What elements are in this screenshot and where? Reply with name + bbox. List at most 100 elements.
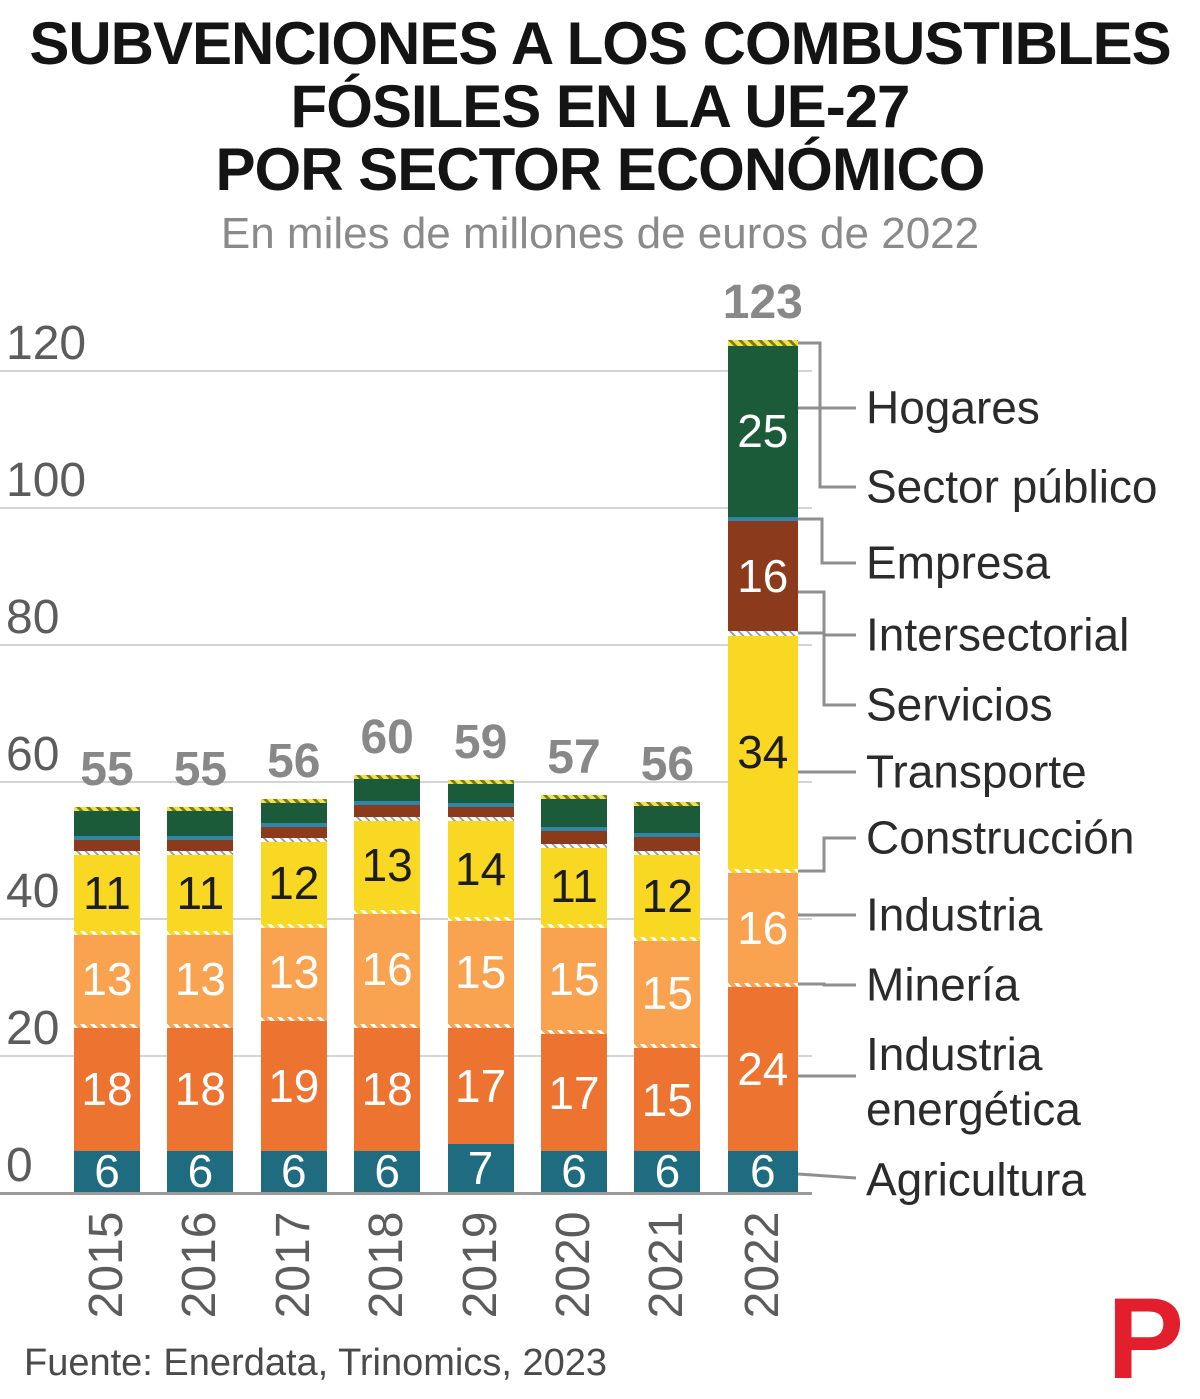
segment-value-label: 15 [641, 1073, 693, 1126]
legend-item-sector-publico: Sector público [866, 460, 1158, 513]
bar-segment-hogares-2019 [447, 784, 514, 803]
bar-segment-empresa-2016 [167, 836, 234, 841]
bar-segment-sector-publico-2015 [74, 806, 140, 811]
bar-segment-industria-energetica-2022: 24 [727, 986, 798, 1151]
bar-segment-construccion-2020 [541, 923, 607, 928]
segment-value-label: 6 [750, 1145, 776, 1198]
bar-segment-mineria-2021 [634, 1044, 701, 1049]
y-axis-label-80: 80 [6, 591, 60, 644]
bar-segment-agricultura-2022: 6 [727, 1145, 798, 1197]
bar-segment-mineria-2016 [167, 1023, 234, 1028]
bar-segment-servicios-2019 [447, 816, 514, 821]
bar-segment-empresa-2015 [74, 836, 140, 841]
bar-segment-servicios-2015 [74, 851, 140, 856]
legend-item-industria-energetica: Industria energética [866, 1027, 1081, 1135]
bar-segment-intersectorial-2019 [447, 806, 514, 817]
segment-value-label: 18 [361, 1063, 413, 1116]
bar-segment-agricultura-2016: 6 [167, 1145, 234, 1197]
bar-segment-industria-energetica-2016: 18 [167, 1027, 234, 1151]
bar-segment-industria-2020: 15 [541, 927, 607, 1031]
segment-value-label: 16 [737, 549, 789, 602]
segment-value-label: 15 [455, 946, 507, 999]
bar-segment-transporte-2021: 12 [634, 855, 701, 938]
bar-segment-empresa-2017 [260, 823, 327, 828]
x-axis-label-2018: 2018 [360, 1211, 414, 1319]
legend-item-agricultura: Agricultura [866, 1153, 1086, 1206]
bar-segment-intersectorial-2020 [541, 830, 607, 845]
chart-subtitle: En miles de millones de euros de 2022 [220, 209, 980, 258]
segment-value-label: 34 [737, 726, 789, 779]
legend-item-industria: Industria [866, 888, 1043, 941]
brand-logo: P [1107, 1275, 1184, 1399]
segment-value-label: 11 [83, 866, 131, 919]
bar-segment-hogares-2022: 25 [727, 345, 798, 517]
gridline-120 [0, 370, 812, 372]
bar-segment-industria-energetica-2017: 19 [260, 1020, 327, 1151]
bar-total-label-2015: 55 [80, 742, 134, 796]
bar-segment-hogares-2017 [260, 802, 327, 824]
bar-segment-transporte-2022: 34 [727, 636, 798, 869]
bar-segment-industria-energetica-2018: 18 [354, 1027, 421, 1151]
bar-segment-industria-2022: 16 [727, 872, 798, 983]
x-axis-label-2017: 2017 [266, 1211, 320, 1319]
bar-segment-mineria-2015 [74, 1023, 140, 1028]
bar-segment-transporte-2016: 11 [167, 855, 234, 931]
bar-segment-intersectorial-2022: 16 [727, 520, 798, 631]
bar-segment-construccion-2018 [354, 910, 421, 914]
bar-total-label-2018: 60 [360, 710, 414, 764]
bar-segment-hogares-2018 [354, 778, 421, 801]
bar-segment-transporte-2018: 13 [354, 820, 421, 910]
source-text: Fuente: Enerdata, Trinomics, 2023 [24, 1342, 607, 1384]
legend-item-servicios: Servicios [866, 678, 1053, 731]
bar-segment-hogares-2015 [74, 810, 140, 837]
segment-value-label: 14 [455, 842, 507, 895]
legend-item-hogares: Hogares [866, 381, 1040, 434]
segment-value-label: 15 [548, 953, 600, 1006]
bar-segment-servicios-2018 [354, 816, 421, 821]
bar-segment-mineria-2022 [727, 982, 798, 987]
y-axis-label-20: 20 [6, 1002, 60, 1055]
bar-segment-transporte-2019: 14 [447, 820, 514, 917]
bar-segment-intersectorial-2015 [74, 840, 140, 852]
bar-segment-industria-energetica-2020: 17 [541, 1034, 607, 1151]
x-axis-label-2015: 2015 [80, 1211, 133, 1319]
bar-segment-transporte-2017: 12 [260, 841, 327, 924]
y-axis-label-60: 60 [6, 728, 60, 781]
segment-value-label: 16 [361, 942, 413, 995]
segment-value-label: 13 [268, 946, 320, 999]
bar-segment-intersectorial-2017 [260, 827, 327, 838]
bar-segment-agricultura-2017: 6 [260, 1145, 327, 1197]
gridline-0 [0, 1192, 812, 1195]
bar-segment-construccion-2017 [260, 923, 327, 928]
segment-value-label: 13 [81, 953, 133, 1006]
segment-value-label: 17 [548, 1066, 600, 1119]
bar-segment-sector-publico-2018 [354, 774, 421, 779]
bar-segment-agricultura-2015: 6 [74, 1145, 140, 1197]
y-axis-label-40: 40 [6, 865, 60, 918]
legend-item-mineria: Minería [866, 958, 1020, 1011]
bar-segment-servicios-2021 [634, 851, 701, 856]
bar-segment-industria-2018: 16 [354, 914, 421, 1024]
bar-segment-hogares-2020 [541, 799, 607, 827]
bar-segment-construccion-2021 [634, 937, 701, 942]
segment-value-label: 25 [737, 405, 789, 458]
segment-value-label: 6 [374, 1145, 400, 1198]
bar-segment-mineria-2018 [354, 1023, 421, 1028]
bar-segment-agricultura-2020: 6 [541, 1145, 607, 1197]
bar-total-label-2021: 56 [640, 738, 695, 791]
bar-segment-sector-publico-2016 [167, 806, 234, 811]
bar-segment-industria-energetica-2021: 15 [634, 1048, 701, 1151]
bar-segment-mineria-2017 [260, 1016, 327, 1021]
bar-total-label-2017: 56 [267, 734, 321, 788]
bar-segment-industria-2016: 13 [167, 934, 234, 1024]
x-axis-label-2022: 2022 [735, 1211, 789, 1319]
segment-value-label: 17 [455, 1059, 507, 1112]
segment-value-label: 15 [641, 966, 693, 1019]
gridline-80 [0, 644, 812, 646]
x-axis-label-2016: 2016 [173, 1211, 227, 1319]
segment-value-label: 18 [174, 1063, 226, 1116]
y-axis-label-120: 120 [6, 317, 87, 370]
y-axis-label-0: 0 [6, 1139, 33, 1192]
bar-segment-industria-energetica-2015: 18 [74, 1027, 140, 1151]
